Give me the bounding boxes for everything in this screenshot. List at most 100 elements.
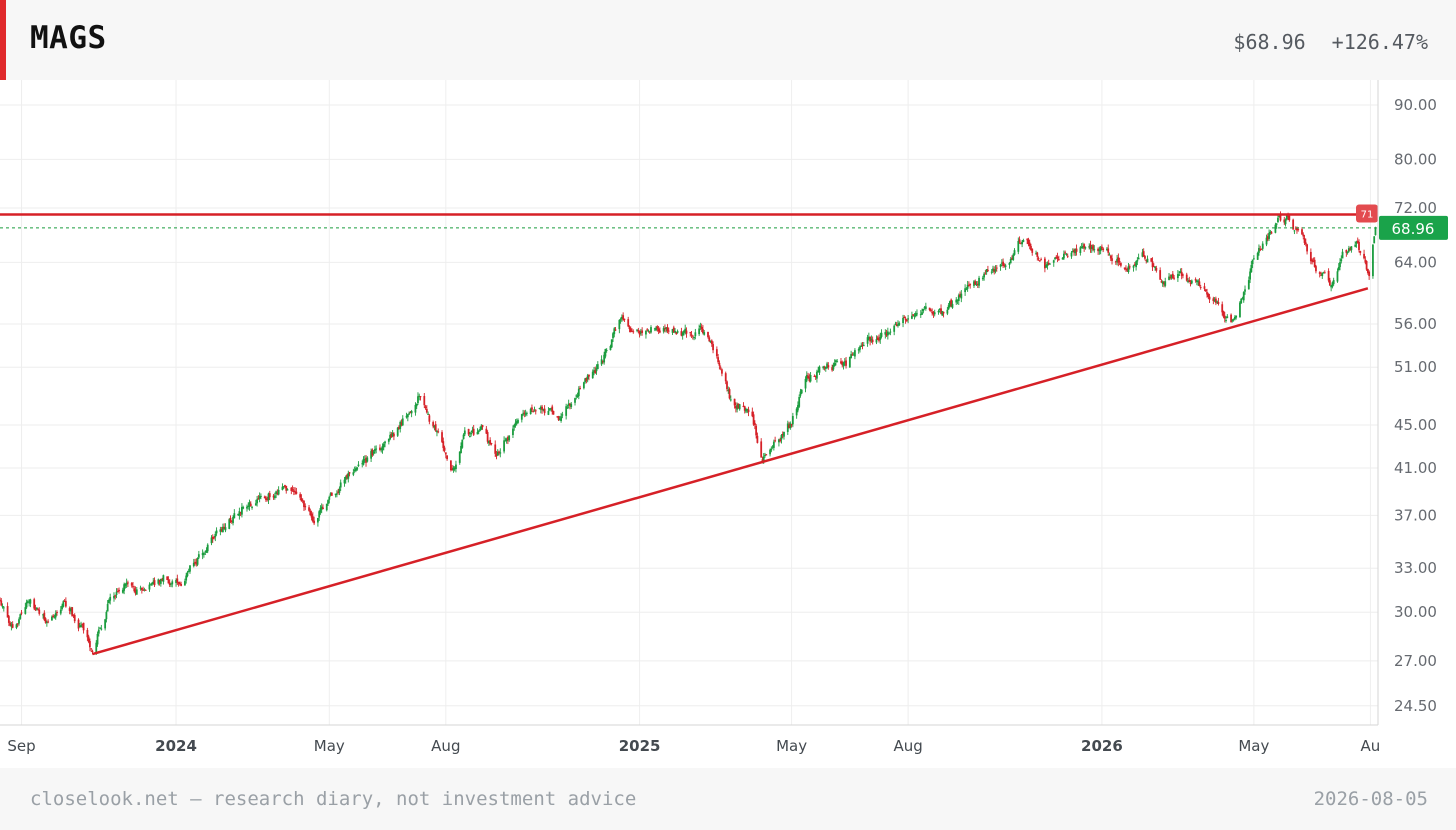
candle-body bbox=[113, 595, 115, 599]
candle-body bbox=[132, 586, 134, 588]
candle-body bbox=[1132, 265, 1135, 268]
candle-body bbox=[876, 337, 879, 340]
candle-body bbox=[885, 333, 888, 336]
candle-body bbox=[317, 517, 319, 523]
candle-body bbox=[268, 493, 271, 498]
candle-body bbox=[960, 293, 963, 299]
candle-body bbox=[1136, 259, 1139, 262]
candle-body bbox=[158, 579, 161, 583]
candle-body bbox=[1100, 246, 1103, 249]
candle-body bbox=[641, 330, 644, 333]
candle-body bbox=[1021, 241, 1024, 245]
candle-body bbox=[1268, 232, 1270, 239]
candle-body bbox=[1203, 286, 1206, 289]
price-chart[interactable]: 71 68.96 90.00 80.00 72.00 64.00 56.00 51.00 45… bbox=[0, 80, 1456, 768]
candle-body bbox=[1359, 250, 1362, 253]
candle-body bbox=[1240, 298, 1243, 304]
chart-area[interactable]: 71 68.96 90.00 80.00 72.00 64.00 56.00 51.00 45… bbox=[0, 80, 1456, 768]
candle-body bbox=[1118, 260, 1121, 262]
candle-body bbox=[783, 431, 785, 437]
candle-body bbox=[875, 339, 878, 343]
candle-body bbox=[123, 584, 126, 591]
candle-body bbox=[656, 326, 659, 329]
candle-body bbox=[1008, 262, 1011, 265]
candle-body bbox=[600, 359, 603, 365]
candle-body bbox=[354, 468, 357, 471]
candle-body bbox=[490, 442, 493, 444]
candle-body bbox=[452, 467, 455, 471]
candle-body bbox=[938, 308, 941, 311]
candle-body bbox=[1372, 244, 1374, 277]
candle-body bbox=[987, 269, 989, 271]
candle-body bbox=[401, 418, 404, 426]
candle-body bbox=[771, 446, 774, 448]
candle-body bbox=[937, 310, 940, 313]
candle-body bbox=[531, 407, 533, 410]
candle-body bbox=[1232, 318, 1235, 320]
candle-body bbox=[44, 618, 47, 623]
candle-body bbox=[1, 606, 4, 608]
candle-body bbox=[408, 413, 410, 415]
percent-change: +126.47% bbox=[1331, 30, 1428, 54]
candle-body bbox=[285, 485, 288, 491]
candle-body bbox=[176, 578, 179, 583]
candle-body bbox=[655, 327, 657, 331]
candle-body bbox=[619, 319, 622, 321]
candle-body bbox=[487, 440, 490, 444]
candle-body bbox=[61, 605, 63, 610]
candle-body bbox=[284, 485, 286, 487]
footer-date: 2026-08-05 bbox=[1313, 788, 1428, 810]
candle-body bbox=[125, 582, 128, 585]
candle-body bbox=[973, 281, 975, 286]
candle-body bbox=[1185, 274, 1188, 281]
candle-body bbox=[751, 411, 754, 417]
candle-body bbox=[1190, 280, 1193, 284]
candle-body bbox=[667, 330, 670, 332]
candle-body bbox=[159, 578, 162, 584]
candle-body bbox=[427, 413, 429, 415]
candle-body bbox=[674, 330, 676, 333]
candle-body bbox=[1003, 264, 1006, 266]
candle-body bbox=[532, 411, 535, 413]
candle-body bbox=[308, 507, 310, 511]
candle-body bbox=[878, 338, 880, 341]
candle-body bbox=[831, 367, 834, 371]
candle-body bbox=[946, 309, 949, 314]
candle-body bbox=[680, 331, 683, 336]
candle-body bbox=[418, 395, 421, 397]
candle-body bbox=[266, 498, 269, 500]
candle-body bbox=[104, 619, 107, 629]
candle-body bbox=[591, 371, 594, 379]
candle-body bbox=[842, 362, 845, 366]
y-tick-label: 51.00 bbox=[1394, 358, 1437, 376]
candle-body bbox=[318, 511, 321, 518]
candle-body bbox=[700, 326, 703, 330]
candle-body bbox=[91, 650, 94, 652]
candle-body bbox=[1270, 232, 1273, 234]
candle-body bbox=[664, 328, 666, 330]
candle-body bbox=[1297, 229, 1300, 231]
candle-body bbox=[869, 336, 872, 342]
candle-body bbox=[0, 600, 3, 606]
candle-body bbox=[1084, 247, 1087, 249]
candle-body bbox=[468, 435, 471, 437]
candle-body bbox=[53, 617, 56, 619]
candle-body bbox=[840, 361, 842, 364]
candle-body bbox=[675, 332, 678, 335]
candle-body bbox=[512, 428, 514, 436]
y-tick-label: 24.50 bbox=[1394, 697, 1437, 715]
candle-body bbox=[914, 313, 917, 317]
candle-body bbox=[745, 409, 747, 412]
candle-body bbox=[1038, 260, 1041, 262]
candle-body bbox=[978, 277, 980, 286]
candle-body bbox=[1349, 248, 1352, 251]
candle-body bbox=[940, 308, 942, 314]
header-bar: MAGS $68.96 +126.47% bbox=[0, 0, 1456, 80]
candle-body bbox=[1212, 298, 1215, 302]
candle-body bbox=[1284, 219, 1287, 225]
candle-body bbox=[1017, 241, 1020, 252]
candle-body bbox=[320, 506, 323, 510]
candle-body bbox=[185, 575, 188, 581]
candle-body bbox=[857, 349, 860, 351]
candle-body bbox=[1098, 249, 1101, 252]
